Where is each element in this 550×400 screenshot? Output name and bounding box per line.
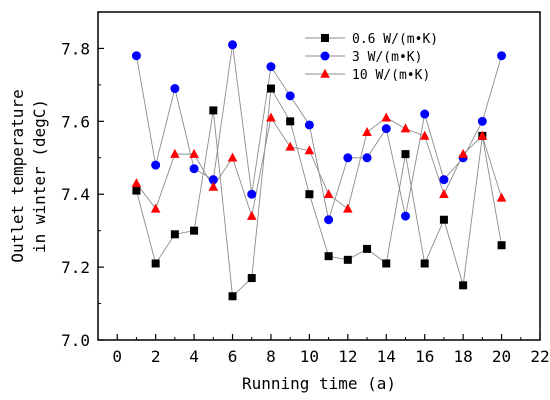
y-tick-label: 7.2 (61, 258, 90, 277)
series-2-point (439, 175, 449, 185)
series-1-point (151, 259, 160, 268)
legend-marker (320, 51, 330, 61)
series-3-point (477, 130, 488, 140)
y-tick-label: 7.6 (61, 112, 90, 131)
series-3-point (189, 148, 199, 158)
x-tick-label: 10 (300, 347, 319, 366)
series-2-point (324, 215, 334, 225)
y-tick-label: 7.4 (61, 185, 90, 204)
series-2-point (151, 160, 161, 170)
x-tick-label: 22 (530, 347, 549, 366)
series-1-point (343, 255, 352, 264)
series-1-point (324, 252, 333, 261)
legend-marker (320, 68, 330, 78)
series-3-point (246, 210, 257, 220)
series-2-point (420, 109, 430, 119)
series-3-point (400, 123, 411, 133)
series-2-point (497, 51, 507, 61)
series-3-point (343, 203, 353, 213)
legend: 0.6 W/(m•K) 3 W/(m•K) 10 W/(m•K) (305, 32, 438, 83)
series-3-point (439, 189, 449, 199)
series-2-point (285, 91, 295, 101)
series-1-point (497, 241, 506, 250)
series-1-point (228, 292, 237, 301)
series-2-point (381, 124, 391, 134)
x-tick-label: 6 (228, 347, 238, 366)
series-2-point (343, 153, 353, 163)
series-1-point (266, 84, 275, 93)
series-line-2 (135, 44, 502, 220)
x-tick-label: 14 (377, 347, 396, 366)
series-2-point (189, 164, 199, 174)
series-2-point (228, 40, 238, 50)
series-3-point (304, 145, 315, 155)
series-2-point (362, 153, 372, 163)
series-1-point (209, 106, 218, 115)
series-1-point (459, 281, 468, 290)
x-axis-ticks: 0 2 4 6 8 10 12 14 16 18 20 22 (112, 334, 550, 366)
series-2-point (477, 116, 487, 126)
x-tick-label: 20 (492, 347, 511, 366)
legend-label: 3 W/(m•K) (352, 50, 422, 65)
series-1-point (363, 244, 372, 253)
series-markers (131, 40, 507, 301)
series-3-point (381, 112, 392, 122)
series-1-point (286, 117, 295, 126)
x-tick-label: 12 (338, 347, 357, 366)
series-3-point (323, 189, 334, 199)
legend-label: 10 W/(m•K) (352, 68, 430, 83)
series-2-point (208, 175, 218, 185)
y-axis-title: Outlet temperature in winter (degC) (8, 89, 49, 262)
legend-marker (321, 34, 329, 42)
series-2-point (304, 120, 314, 130)
series-2-point (266, 62, 276, 72)
series-3-point (170, 148, 180, 158)
y-tick-label: 7.8 (61, 39, 90, 58)
series-3-point (150, 203, 161, 213)
series-1-point (401, 150, 410, 159)
series-3-point (131, 178, 142, 188)
x-tick-label: 18 (453, 347, 472, 366)
series-1-point (132, 186, 141, 195)
series-1-point (247, 274, 256, 283)
x-tick-label: 8 (266, 347, 276, 366)
series-line-3 (136, 116, 502, 218)
x-tick-label: 16 (415, 347, 434, 366)
series-3-point (419, 130, 430, 140)
series-1-point (170, 230, 179, 239)
series-2-point (170, 84, 180, 94)
x-axis-title: Running time (a) (242, 374, 396, 393)
y-axis-ticks: 7.0 7.2 7.4 7.6 7.8 (61, 11, 104, 350)
series-3-point (208, 181, 219, 191)
series-3-point (285, 141, 295, 151)
x-tick-label: 0 (112, 347, 122, 366)
series-2-point (400, 211, 410, 221)
series-3-point (266, 112, 276, 122)
series-2-point (247, 189, 257, 199)
series-3-point (458, 148, 468, 158)
y-axis-title-line-2: in winter (degC) (30, 99, 49, 253)
series-3-point (227, 152, 238, 162)
plot-frame (97, 11, 541, 341)
legend-label: 0.6 W/(m•K) (352, 32, 438, 47)
series-1-point (382, 259, 391, 268)
series-3-point (362, 127, 372, 137)
series-1-point (420, 259, 429, 268)
series-1-point (305, 190, 314, 199)
series-1-point (439, 215, 448, 224)
series-2-point (131, 51, 141, 61)
y-tick-label: 7.0 (61, 331, 90, 350)
series-3-point (496, 192, 507, 202)
series-line-1 (135, 87, 503, 298)
series-1-point (190, 226, 199, 235)
x-tick-label: 2 (151, 347, 161, 366)
y-axis-title-line-1: Outlet temperature (8, 89, 27, 262)
x-tick-label: 4 (189, 347, 199, 366)
